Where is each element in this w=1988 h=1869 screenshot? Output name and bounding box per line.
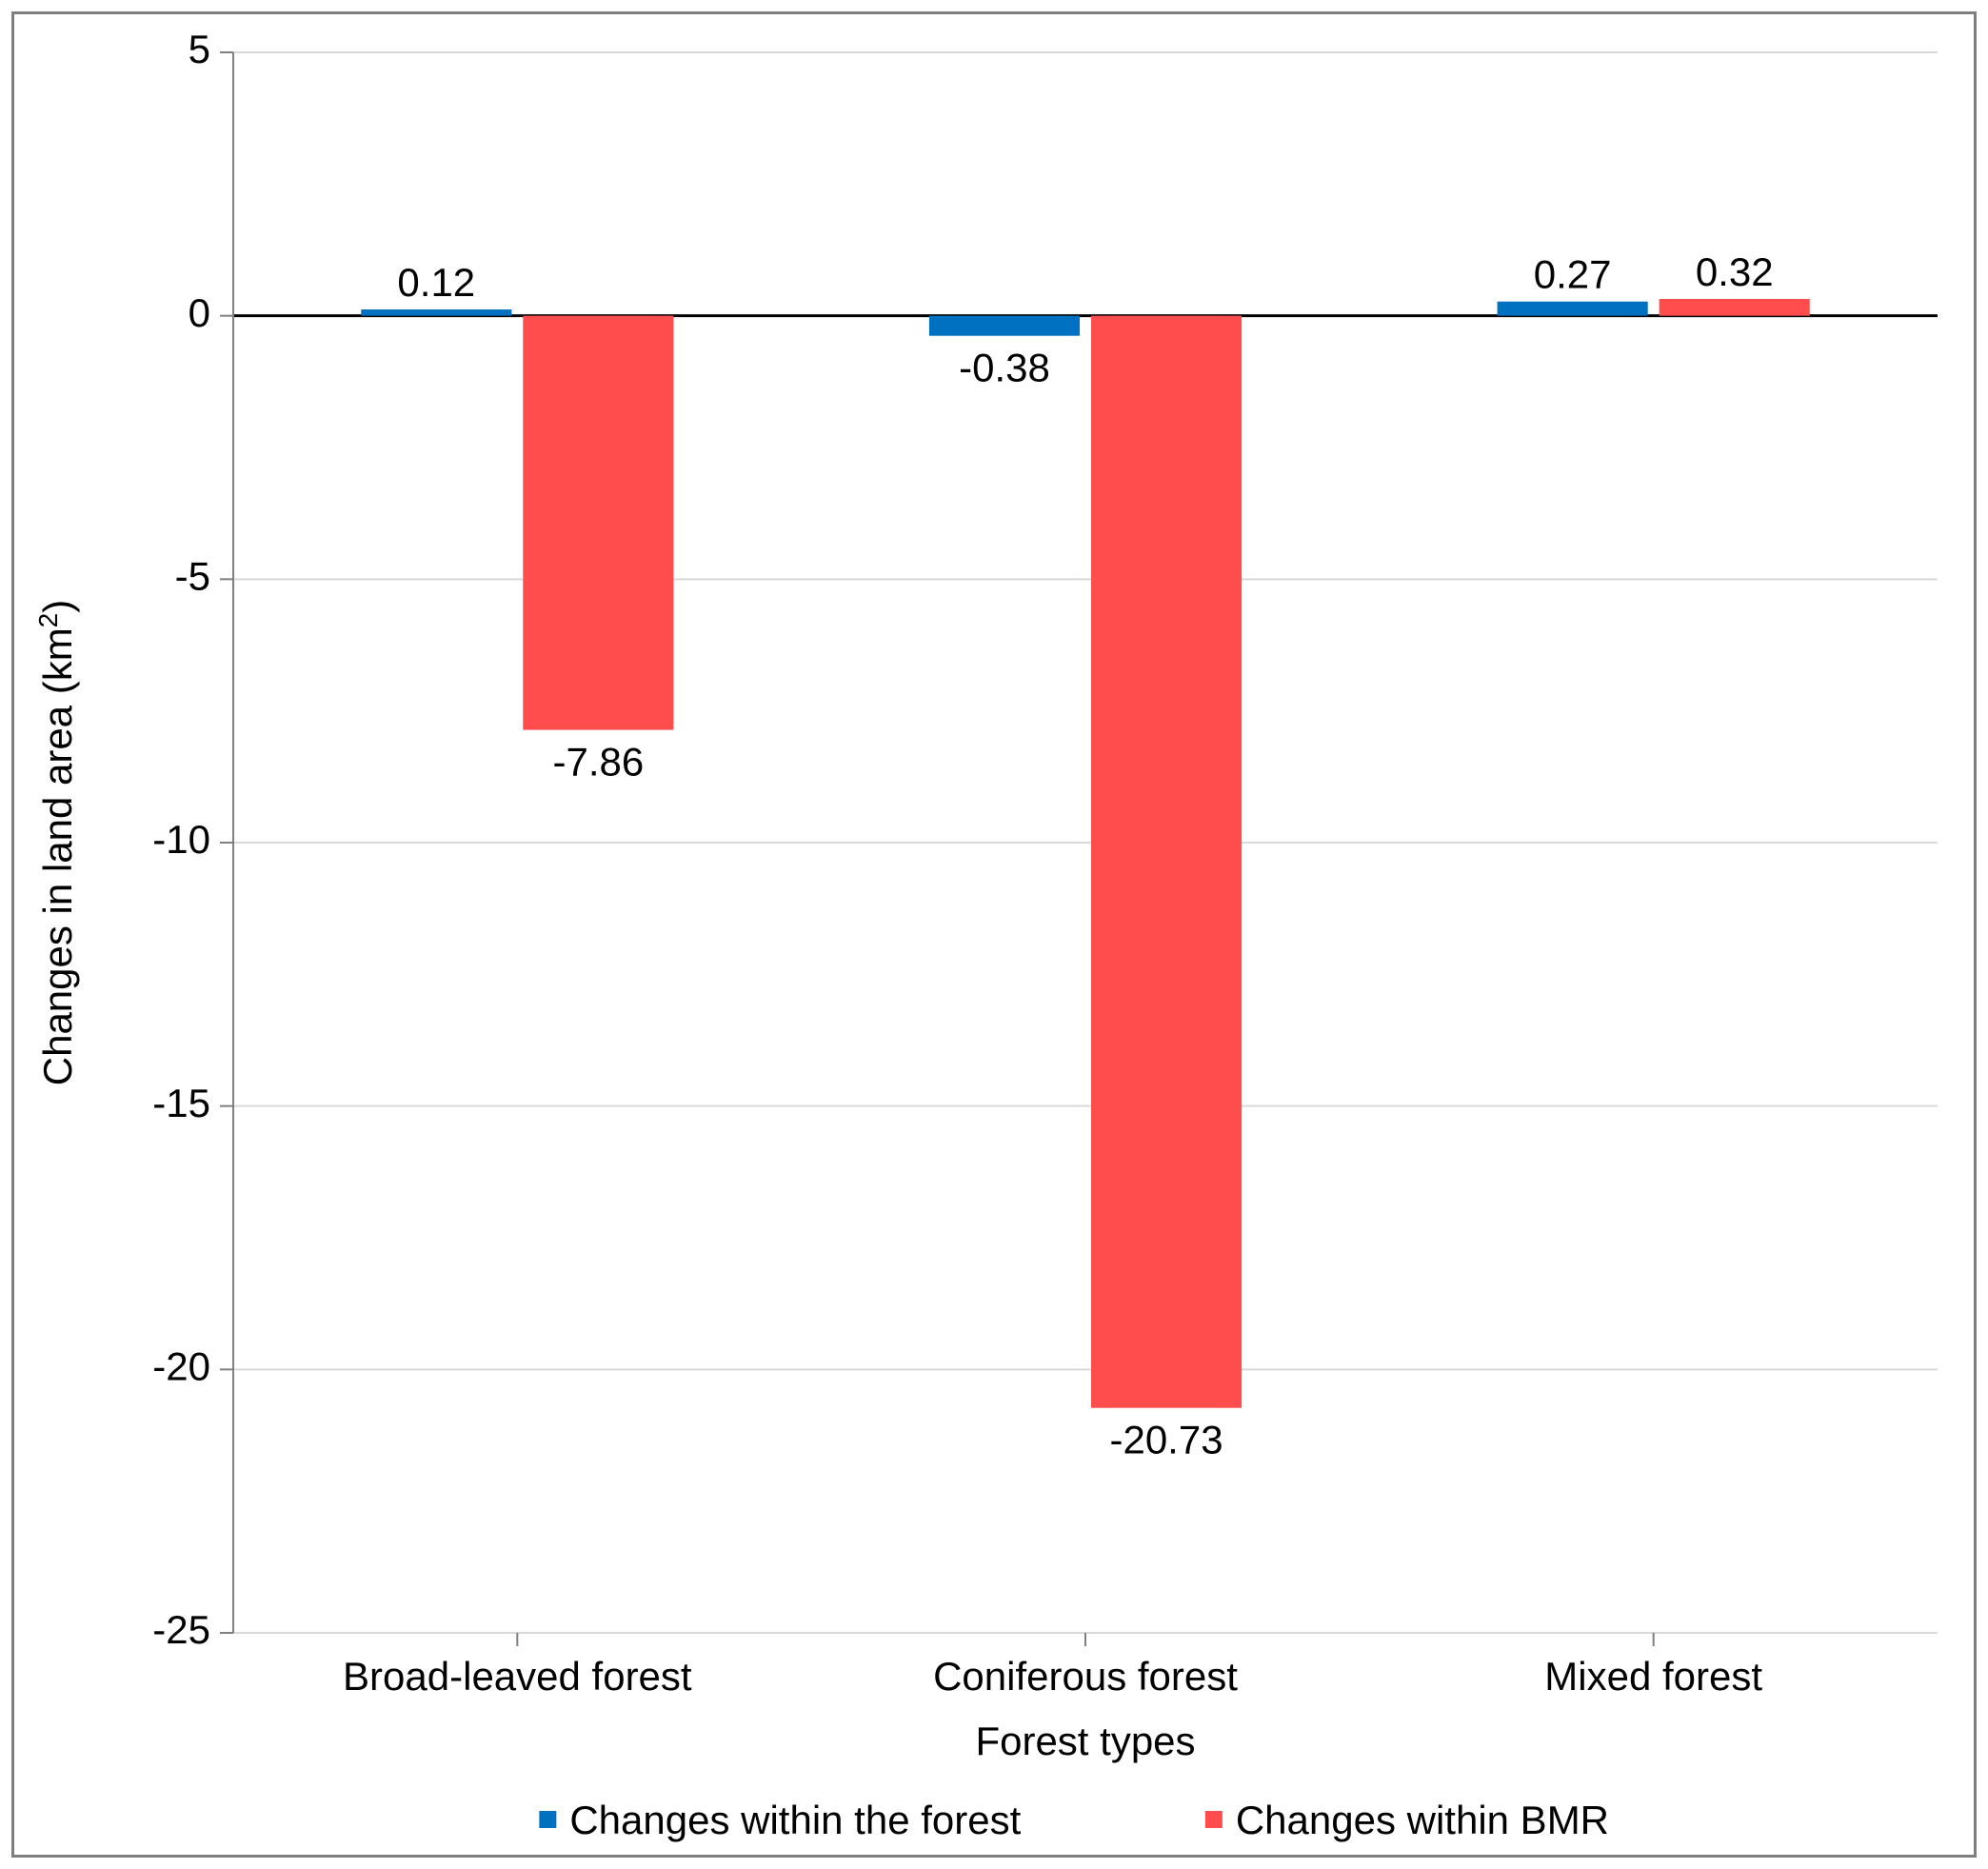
legend-marker bbox=[1205, 1811, 1223, 1828]
y-tick-label: -20 bbox=[152, 1343, 210, 1388]
bar-value-label: 0.32 bbox=[1696, 249, 1774, 294]
y-tick-label: 5 bbox=[189, 27, 210, 71]
bar-value-label: 0.27 bbox=[1534, 252, 1612, 297]
y-tick-label: -5 bbox=[175, 553, 210, 598]
legend: Changes within the forest Changes within … bbox=[539, 1798, 1609, 1842]
bar bbox=[1660, 299, 1810, 316]
x-tick-label: Broad-leaved forest bbox=[343, 1654, 692, 1699]
bar bbox=[1091, 316, 1242, 1408]
y-tick-label: -15 bbox=[152, 1081, 210, 1125]
chart-outer-border: 5 0 -5 -10 -15 -20 -25 0.12 -7.86 Broad-leaved fo… bbox=[11, 11, 1977, 1858]
bar-value-label: 0.12 bbox=[397, 260, 475, 305]
x-axis-label: Forest types bbox=[975, 1719, 1195, 1763]
legend-label: Changes within BMR bbox=[1236, 1798, 1609, 1842]
figure-wrapper: 5 0 -5 -10 -15 -20 -25 0.12 -7.86 Broad-leaved fo… bbox=[0, 0, 1988, 1869]
x-tick-label: Mixed forest bbox=[1544, 1654, 1762, 1699]
bar-chart: 5 0 -5 -10 -15 -20 -25 0.12 -7.86 Broad-leaved fo… bbox=[14, 14, 1974, 1855]
x-tick-label: Coniferous forest bbox=[933, 1654, 1238, 1699]
y-tick-label: -25 bbox=[152, 1607, 210, 1652]
bar bbox=[929, 316, 1080, 336]
bar-value-label: -7.86 bbox=[552, 740, 644, 785]
y-axis-label: Changes in land area (km2) bbox=[33, 600, 81, 1086]
bar-value-label: -0.38 bbox=[959, 346, 1050, 390]
y-tick-label: 0 bbox=[189, 290, 210, 335]
bar bbox=[1498, 302, 1648, 316]
legend-marker bbox=[539, 1811, 556, 1828]
bar bbox=[361, 309, 511, 316]
legend-label: Changes within the forest bbox=[569, 1798, 1021, 1842]
bar-value-label: -20.73 bbox=[1109, 1418, 1223, 1462]
y-tick-label: -10 bbox=[152, 817, 210, 862]
bar bbox=[523, 316, 673, 730]
